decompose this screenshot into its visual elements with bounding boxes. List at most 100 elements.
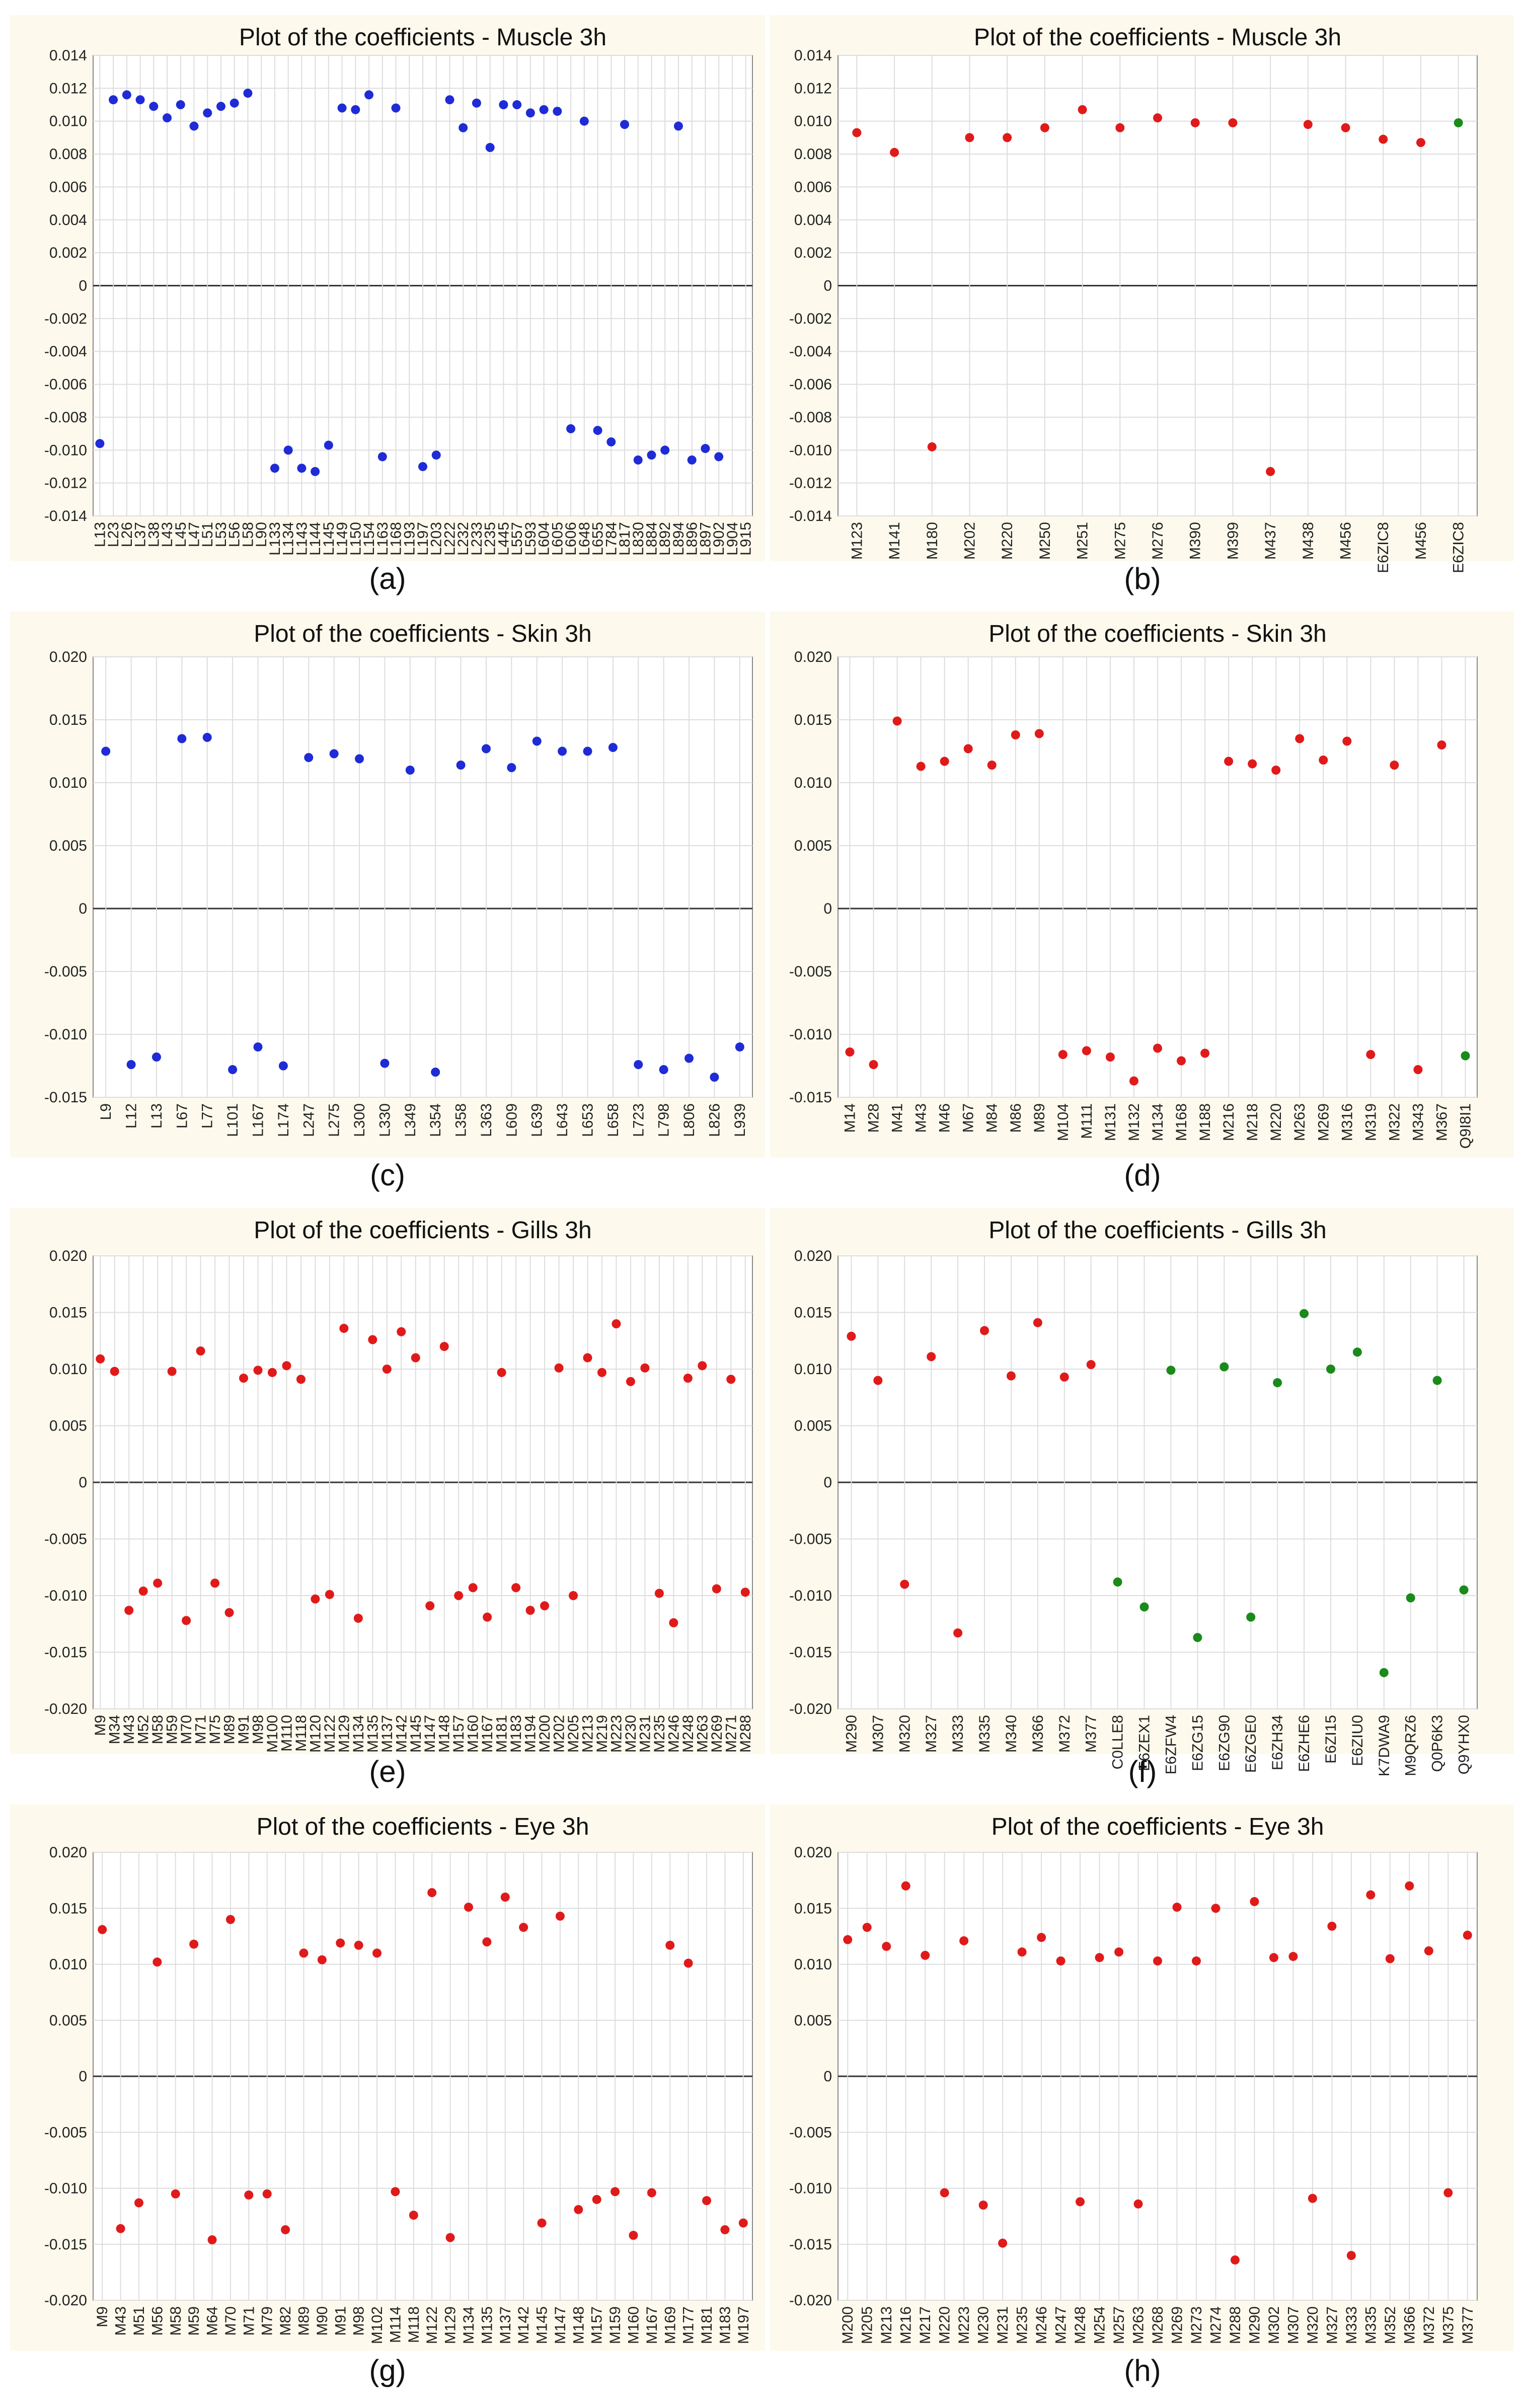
- x-tick-label: L639: [529, 1103, 546, 1137]
- x-tick-label: L806: [681, 1103, 698, 1137]
- y-tick-label: 0.010: [49, 1361, 87, 1378]
- x-tick-label: M271: [723, 1715, 739, 1753]
- data-point: [998, 2238, 1008, 2248]
- data-point: [138, 1587, 148, 1596]
- y-tick-label: -0.012: [44, 475, 87, 492]
- data-point: [1011, 730, 1020, 739]
- y-tick-label: 0.014: [794, 47, 832, 64]
- x-tick-label: M98: [250, 1715, 267, 1744]
- x-tick-label: M230: [975, 2306, 992, 2344]
- x-tick-label: L90: [253, 522, 270, 547]
- data-point: [1432, 1376, 1442, 1385]
- data-point: [207, 2235, 217, 2244]
- data-point: [1303, 120, 1313, 129]
- x-tick-label: M43: [113, 2306, 129, 2336]
- x-tick-label: M82: [277, 2306, 294, 2336]
- x-tick-label: M75: [207, 1715, 223, 1744]
- data-point: [606, 437, 616, 446]
- x-tick-label: M91: [332, 2306, 349, 2336]
- data-point: [483, 1612, 492, 1622]
- data-point: [740, 1588, 750, 1597]
- x-tick-label: M366: [1401, 2306, 1418, 2344]
- y-tick-label: -0.005: [44, 1531, 87, 1548]
- data-point: [539, 105, 549, 114]
- y-tick-label: -0.010: [44, 1588, 87, 1604]
- x-tick-label: L330: [376, 1103, 393, 1137]
- x-tick-label: M89: [221, 1715, 238, 1744]
- x-tick-label: L557: [509, 522, 525, 556]
- panel-caption: (d): [1124, 1158, 1161, 1192]
- data-point: [1191, 1956, 1201, 1966]
- data-point: [1211, 1904, 1221, 1913]
- x-tick-label: L902: [711, 522, 727, 556]
- y-tick-label: -0.002: [789, 311, 832, 327]
- data-point: [203, 108, 212, 118]
- data-point: [270, 464, 279, 473]
- chart-panel-6: Plot of the coefficients - Eye 3h 0.020 0.…: [10, 1804, 765, 2351]
- data-point: [1379, 1668, 1389, 1677]
- data-point: [1248, 759, 1257, 769]
- x-tick-label: M43: [913, 1103, 930, 1133]
- y-tick-label: -0.005: [789, 2124, 832, 2141]
- x-tick-label: M102: [369, 2306, 386, 2344]
- x-tick-label: L13: [148, 1103, 165, 1128]
- data-point: [1326, 1365, 1335, 1374]
- x-tick-label: M302: [1266, 2306, 1282, 2344]
- data-point: [634, 1060, 643, 1069]
- x-tick-label: M9: [92, 1715, 109, 1736]
- x-tick-label: M160: [465, 1715, 482, 1753]
- x-tick-label: M28: [866, 1103, 882, 1133]
- x-tick-label: M333: [950, 1715, 966, 1753]
- data-point: [253, 1042, 263, 1051]
- x-tick-label: M70: [222, 2306, 239, 2336]
- x-tick-label: L12: [123, 1103, 140, 1128]
- x-tick-label: M288: [1227, 2306, 1244, 2344]
- data-point: [163, 113, 172, 123]
- x-tick-label: M263: [694, 1715, 711, 1753]
- x-tick-label: L275: [326, 1103, 343, 1137]
- x-tick-label: E6ZIC8: [1451, 522, 1467, 573]
- data-point: [500, 1893, 510, 1902]
- data-point: [336, 1938, 345, 1948]
- x-tick-label: M129: [442, 2306, 459, 2344]
- data-point: [1190, 118, 1200, 127]
- y-tick-label: 0.002: [794, 245, 832, 261]
- x-tick-label: M205: [565, 1715, 582, 1753]
- x-tick-label: M90: [314, 2306, 331, 2336]
- x-tick-label: M246: [665, 1715, 682, 1753]
- y-tick-label: 0.010: [794, 1956, 832, 1973]
- data-point: [702, 2196, 712, 2205]
- data-point: [1459, 1585, 1469, 1595]
- data-point: [1224, 757, 1234, 766]
- y-tick-label: -0.004: [789, 343, 832, 360]
- x-tick-label: M58: [149, 1715, 166, 1744]
- y-tick-label: -0.008: [44, 409, 87, 426]
- data-point: [1129, 1076, 1138, 1086]
- data-point: [1113, 1577, 1122, 1587]
- panel-caption: (b): [1124, 562, 1161, 595]
- panel-caption: (c): [370, 1158, 405, 1192]
- panel-caption: (g): [369, 2354, 406, 2387]
- y-tick-label: 0.020: [49, 1248, 87, 1264]
- data-point: [225, 1915, 235, 1924]
- data-point: [339, 1324, 349, 1333]
- data-point: [665, 1940, 675, 1950]
- y-tick-label: -0.012: [789, 475, 832, 492]
- data-point: [612, 1319, 621, 1328]
- x-tick-label: M137: [497, 2306, 514, 2344]
- data-point: [153, 1578, 163, 1588]
- y-tick-label: -0.014: [44, 508, 87, 524]
- x-tick-label: M9QRZ6: [1403, 1715, 1419, 1776]
- y-tick-label: -0.010: [789, 2180, 832, 2197]
- x-tick-label: M183: [717, 2306, 733, 2344]
- data-point: [497, 1368, 506, 1377]
- data-point: [380, 1059, 390, 1068]
- x-tick-label: L222: [441, 522, 458, 556]
- x-tick-label: M231: [637, 1715, 653, 1753]
- data-point: [1271, 766, 1281, 775]
- data-point: [431, 450, 441, 460]
- x-tick-label: M71: [241, 2306, 257, 2336]
- data-point: [210, 1578, 220, 1588]
- x-tick-label: M52: [135, 1715, 152, 1744]
- data-point: [869, 1060, 878, 1069]
